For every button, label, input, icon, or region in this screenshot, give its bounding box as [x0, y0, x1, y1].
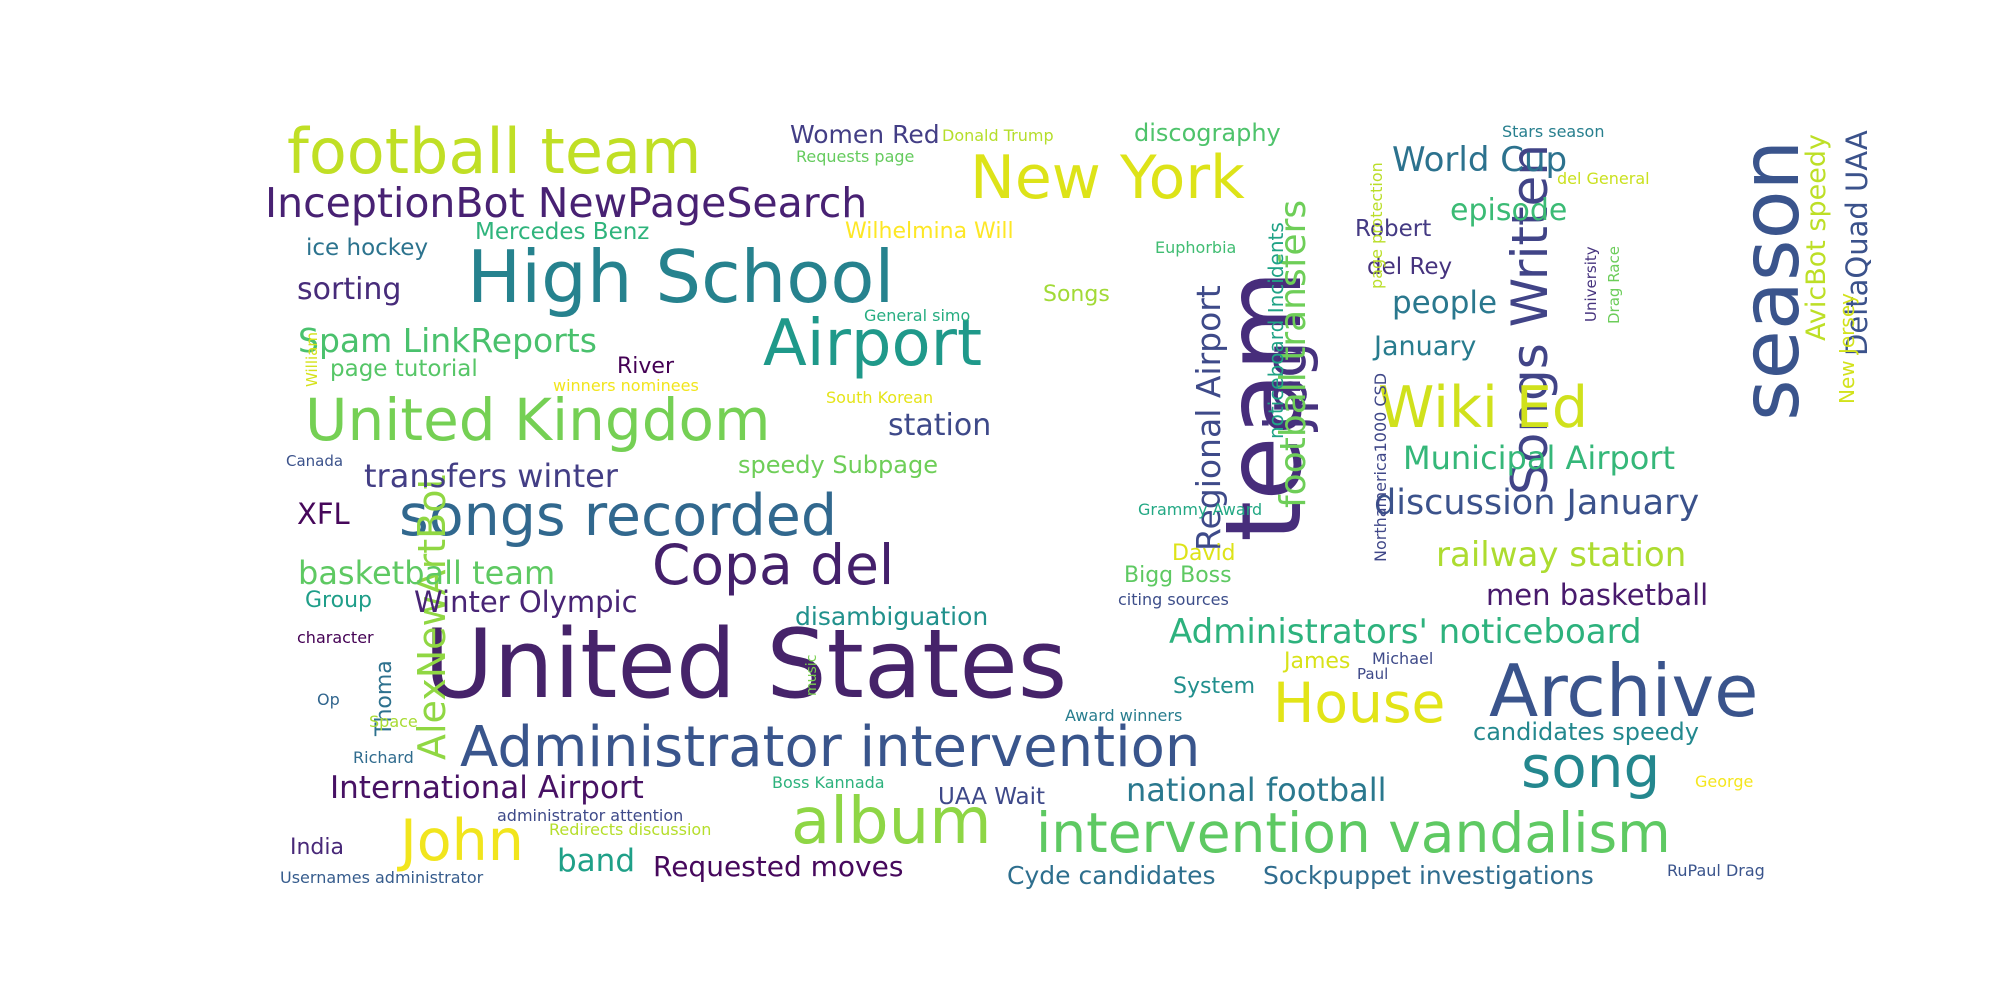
word-wiki-ed: Wiki Ed	[1378, 375, 1589, 441]
word-sorting: sorting	[297, 272, 402, 307]
word-drag-race: Drag Race	[1604, 246, 1623, 324]
word-uaa-wait: UAA Wait	[938, 784, 1046, 810]
word-world-cup: World Cup	[1392, 140, 1568, 180]
word-noticeboard-incidents: noticeboard Incidents	[1264, 222, 1288, 439]
word-administrator-intervention: Administrator intervention	[460, 715, 1201, 780]
word-del-general: del General	[1557, 169, 1650, 188]
word-united-states: United States	[424, 610, 1068, 720]
word-sockpuppet-investigations: Sockpuppet investigations	[1263, 861, 1594, 890]
word-group: Group	[305, 588, 372, 613]
word-south-korean: South Korean	[826, 388, 934, 407]
word-speedy-subpage: speedy Subpage	[738, 451, 938, 479]
word-michael: Michael	[1372, 649, 1434, 668]
word-candidates-speedy: candidates speedy	[1473, 718, 1699, 746]
word-xfl: XFL	[297, 497, 350, 531]
word-railway-station: railway station	[1436, 535, 1687, 575]
word-inceptionbot-newpagesearch: InceptionBot NewPageSearch	[265, 179, 868, 227]
word-new-york: New York	[970, 143, 1245, 213]
word-award-winners: Award winners	[1065, 706, 1183, 725]
word-stars-season: Stars season	[1502, 122, 1605, 141]
word-winners-nominees: winners nominees	[553, 376, 699, 395]
word-requests-page: Requests page	[796, 147, 915, 166]
word-page-protection: page protection	[1367, 162, 1386, 289]
word-william: William	[302, 332, 321, 387]
word-music: music	[803, 654, 820, 696]
word-transfers-winter: transfers winter	[364, 457, 618, 495]
word-international-airport: International Airport	[330, 770, 644, 806]
word-song: song	[1521, 733, 1661, 801]
word-copa-del: Copa del	[652, 533, 895, 597]
word-northamerica1000-csd: Northamerica1000 CSD	[1371, 372, 1390, 562]
word-university: University	[1581, 246, 1600, 322]
word-euphorbia: Euphorbia	[1155, 238, 1237, 257]
word-india: India	[290, 835, 344, 860]
word-album: album	[791, 785, 992, 859]
word-administrator-attention: administrator attention	[497, 806, 684, 825]
word-people: people	[1392, 285, 1498, 321]
word-disambiguation: disambiguation	[795, 602, 989, 631]
word-men-basketball: men basketball	[1486, 578, 1709, 612]
word-songs: Songs	[1043, 282, 1110, 307]
word-usernames-administrator: Usernames administrator	[280, 868, 484, 887]
word-mercedes-benz: Mercedes Benz	[475, 219, 650, 245]
word-robert: Robert	[1355, 216, 1432, 242]
word-intervention-vandalism: intervention vandalism	[1036, 801, 1671, 865]
word-discography: discography	[1134, 119, 1281, 147]
word-ice-hockey: ice hockey	[306, 235, 429, 261]
word-boss-kannada: Boss Kannada	[772, 773, 885, 792]
word-john: John	[400, 808, 524, 874]
word-band: band	[557, 843, 635, 879]
word-episode: episode	[1450, 193, 1568, 228]
word-david: David	[1172, 541, 1236, 566]
word-grammy-award: Grammy Award	[1138, 500, 1263, 519]
word-discussion-january: discussion January	[1374, 483, 1700, 523]
word-page-tutorial: page tutorial	[330, 356, 478, 382]
word-season: season	[1723, 139, 1817, 421]
word-del-rey: del Rey	[1367, 254, 1453, 280]
word-citing-sources: citing sources	[1118, 590, 1229, 609]
word-station: station	[888, 408, 992, 443]
word-avicbot-speedy: AvicBot speedy	[1801, 134, 1832, 341]
word-municipal-airport: Municipal Airport	[1403, 439, 1676, 477]
word-george: George	[1695, 772, 1754, 791]
word-canada: Canada	[286, 452, 344, 470]
word-administrators-noticeboard: Administrators' noticeboard	[1169, 612, 1642, 652]
word-redirects-discussion: Redirects discussion	[549, 820, 712, 839]
word-football-team: football team	[287, 115, 702, 188]
word-national-football: national football	[1126, 771, 1387, 809]
word-spam-linkreports: Spam LinkReports	[298, 321, 597, 360]
word-james: James	[1284, 649, 1351, 674]
word-new-jersey: New Jersey	[1834, 293, 1859, 404]
word-rupaul-drag: RuPaul Drag	[1667, 861, 1765, 880]
word-paul: Paul	[1357, 665, 1389, 683]
word-general-simo: General simo	[864, 306, 971, 325]
word-op: Op	[317, 690, 340, 709]
word-airport: Airport	[763, 307, 983, 381]
word-basketball-team: basketball team	[298, 554, 556, 592]
word-character: character	[297, 628, 374, 647]
word-high-school: High School	[467, 235, 895, 319]
word-united-kingdom: United Kingdom	[305, 386, 771, 454]
word-winter-olympic: Winter Olympic	[414, 585, 638, 619]
word-songs-recorded: songs recorded	[399, 483, 838, 549]
word-women-red: Women Red	[790, 120, 940, 149]
word-house: House	[1273, 671, 1446, 735]
word-richard: Richard	[353, 748, 414, 767]
word-bigg-boss: Bigg Boss	[1124, 563, 1232, 588]
word-space: Space	[369, 712, 418, 731]
word-january: January	[1374, 331, 1477, 362]
word-river: River	[617, 354, 674, 379]
word-wilhelmina-will: Wilhelmina Will	[845, 219, 1014, 244]
word-requested-moves: Requested moves	[653, 850, 904, 883]
word-cyde-candidates: Cyde candidates	[1007, 861, 1216, 890]
word-donald-trump: Donald Trump	[942, 126, 1054, 145]
word-archive: Archive	[1489, 649, 1759, 733]
word-system: System	[1173, 674, 1256, 699]
